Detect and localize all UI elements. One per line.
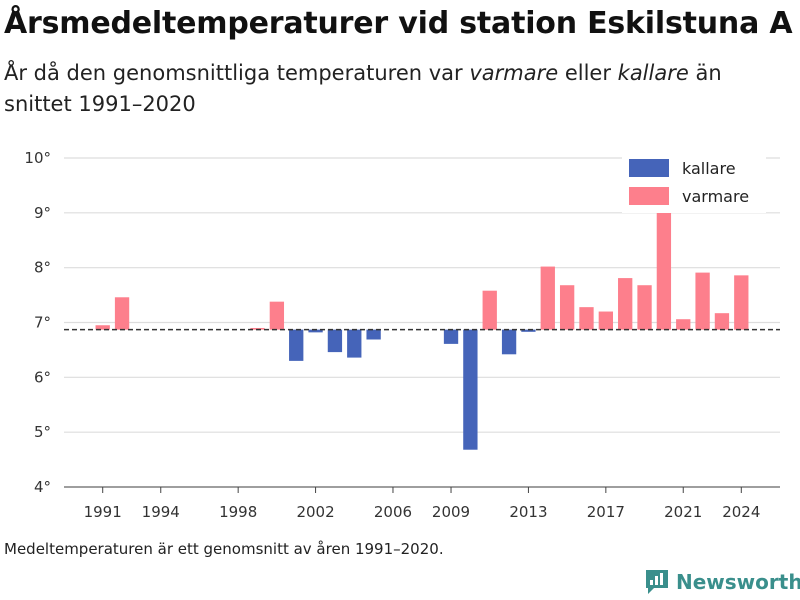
bar-kallare-2013 xyxy=(521,329,536,332)
bar-varmare-2023 xyxy=(714,313,730,330)
x-tick-label: 1991 xyxy=(84,503,122,521)
legend-label-varmare: varmare xyxy=(682,187,749,206)
x-tick-label: 2002 xyxy=(296,503,334,521)
y-tick-label: 5° xyxy=(34,423,51,441)
bar-kallare-2010 xyxy=(463,329,478,450)
y-tick-label: 6° xyxy=(34,368,51,386)
bar-kallare-2001 xyxy=(289,329,304,361)
legend-label-kallare: kallare xyxy=(682,159,736,178)
bar-varmare-2021 xyxy=(676,319,691,330)
bar-varmare-2011 xyxy=(482,290,497,330)
chart-title: Årsmedeltemperaturer vid station Eskilst… xyxy=(4,6,793,41)
bar-varmare-2018 xyxy=(618,278,633,330)
subtitle-warm-word: varmare xyxy=(469,61,559,85)
bar-varmare-2000 xyxy=(269,301,285,330)
x-tick-label: 2009 xyxy=(432,503,470,521)
y-tick-label: 4° xyxy=(34,478,51,496)
subtitle-text-2: eller xyxy=(558,61,618,85)
subtitle-text-1: År då den genomsnittliga temperaturen va… xyxy=(4,61,470,85)
chart-subtitle: År då den genomsnittliga temperaturen va… xyxy=(4,58,784,120)
y-tick-label: 9° xyxy=(34,204,51,222)
bar-kallare-2002 xyxy=(308,329,323,333)
bar-varmare-2022 xyxy=(695,272,710,330)
legend-swatch-kallare xyxy=(629,159,669,177)
bar-varmare-1992 xyxy=(114,297,130,330)
newsworthy-logo-icon xyxy=(646,570,668,594)
bar-varmare-2017 xyxy=(598,311,613,330)
bar-kallare-2003 xyxy=(327,329,343,353)
brand-name: Newsworthy xyxy=(676,570,800,594)
bar-varmare-2020 xyxy=(656,211,672,330)
x-tick-label: 2013 xyxy=(509,503,547,521)
bar-kallare-2004 xyxy=(347,329,362,358)
bar-varmare-1991 xyxy=(95,325,110,330)
bar-kallare-2012 xyxy=(501,329,517,355)
x-tick-label: 2021 xyxy=(664,503,702,521)
bar-kallare-2009 xyxy=(443,329,459,344)
x-tick-label: 2006 xyxy=(374,503,412,521)
x-tick-label: 2024 xyxy=(722,503,760,521)
y-tick-label: 7° xyxy=(34,314,51,332)
x-tick-label: 1998 xyxy=(219,503,257,521)
bar-varmare-1999 xyxy=(250,327,265,330)
bar-kallare-2005 xyxy=(366,329,381,340)
chart-footnote: Medeltemperaturen är ett genomsnitt av å… xyxy=(4,540,444,558)
subtitle-cold-word: kallare xyxy=(617,61,689,85)
y-tick-label: 8° xyxy=(34,259,51,277)
bar-varmare-2016 xyxy=(579,307,594,330)
legend-swatch-varmare xyxy=(629,187,669,205)
brand-logo: Newsworthy xyxy=(644,568,800,596)
bar-varmare-2024 xyxy=(734,275,749,330)
subtitle-text-3: än snittet 1991–2020 xyxy=(4,61,722,116)
bar-varmare-2015 xyxy=(559,285,575,330)
bar-varmare-2019 xyxy=(637,285,652,330)
x-tick-label: 2017 xyxy=(587,503,625,521)
x-tick-label: 1994 xyxy=(142,503,180,521)
y-tick-label: 10° xyxy=(24,149,51,167)
bar-varmare-2014 xyxy=(540,266,555,330)
